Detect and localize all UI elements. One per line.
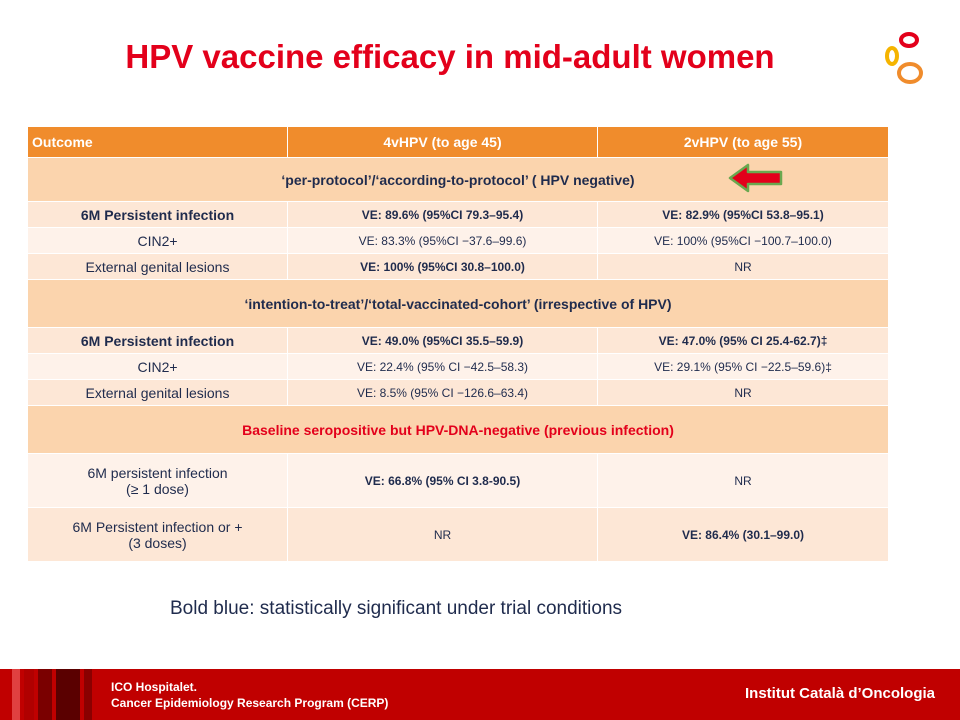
row-4vhpv-value: VE: 8.5% (95% CI −126.6–63.4) [287, 379, 598, 406]
row-2vhpv-value: VE: 82.9% (95%CI 53.8–95.1) [597, 201, 889, 228]
table-row: 6M Persistent infection or + (3 doses) N… [27, 507, 889, 562]
row-outcome: 6M persistent infection [87, 464, 228, 481]
footer-institute: Institut Català d’Oncologia [744, 685, 935, 702]
table-row: 6M Persistent infection VE: 89.6% (95%CI… [27, 201, 889, 228]
row-2vhpv-value: VE: 86.4% (30.1–99.0) [597, 507, 889, 562]
section-title: ‘intention-to-treat’/‘total-vaccinated-c… [27, 279, 889, 328]
efficacy-table: Outcome 4vHPV (to age 45) 2vHPV (to age … [27, 126, 889, 562]
row-4vhpv-value: VE: 66.8% (95% CI 3.8-90.5) [287, 453, 598, 508]
row-outcome-cell: 6M Persistent infection or + (3 doses) [27, 507, 288, 562]
row-4vhpv-value: VE: 22.4% (95% CI −42.5–58.3) [287, 353, 598, 380]
row-4vhpv-value: NR [287, 507, 598, 562]
footer-stripe [12, 669, 20, 720]
table-row: External genital lesions VE: 8.5% (95% C… [27, 379, 889, 406]
footer-stripe [56, 669, 80, 720]
footer-line-1: ICO Hospitalet. [111, 680, 198, 694]
row-outcome: 6M Persistent infection [27, 327, 288, 354]
row-outcome: CIN2+ [27, 227, 288, 254]
row-4vhpv-value: VE: 49.0% (95%CI 35.5–59.9) [287, 327, 598, 354]
row-2vhpv-value: VE: 29.1% (95% CI −22.5–59.6)‡ [597, 353, 889, 380]
table-row: 6M Persistent infection VE: 49.0% (95%CI… [27, 327, 889, 354]
section-intention-to-treat: ‘intention-to-treat’/‘total-vaccinated-c… [27, 279, 889, 328]
row-outcome-sub: (≥ 1 dose) [126, 480, 189, 497]
row-2vhpv-value: VE: 100% (95%CI −100.7–100.0) [597, 227, 889, 254]
row-outcome: 6M Persistent infection or + [72, 518, 243, 535]
row-2vhpv-value: NR [597, 453, 889, 508]
row-2vhpv-value: NR [597, 253, 889, 280]
header-outcome: Outcome [27, 126, 288, 158]
footer-line-2: Cancer Epidemiology Research Program (CE… [111, 696, 389, 710]
row-2vhpv-value: VE: 47.0% (95% CI 25.4-62.7)‡ [597, 327, 889, 354]
table-row: 6M persistent infection (≥ 1 dose) VE: 6… [27, 453, 889, 508]
section-seropositive: Baseline seropositive but HPV-DNA-negati… [27, 405, 889, 454]
header-4vhpv: 4vHPV (to age 45) [287, 126, 598, 158]
footer-org: ICO Hospitalet. Cancer Epidemiology Rese… [111, 679, 388, 711]
slide-title: HPV vaccine efficacy in mid-adult women [125, 38, 775, 75]
table-row: CIN2+ VE: 22.4% (95% CI −42.5–58.3) VE: … [27, 353, 889, 380]
row-4vhpv-value: VE: 89.6% (95%CI 79.3–95.4) [287, 201, 598, 228]
row-2vhpv-value: NR [597, 379, 889, 406]
row-outcome: 6M Persistent infection [27, 201, 288, 228]
row-outcome-cell: 6M persistent infection (≥ 1 dose) [27, 453, 288, 508]
table-row: CIN2+ VE: 83.3% (95%CI −37.6–99.6) VE: 1… [27, 227, 889, 254]
section-title: Baseline seropositive but HPV-DNA-negati… [27, 405, 889, 454]
footer-stripe [84, 669, 92, 720]
row-outcome: CIN2+ [27, 353, 288, 380]
row-outcome: External genital lesions [27, 379, 288, 406]
section-title: ‘per-protocol’/‘according-to-protocol’ (… [281, 171, 635, 188]
left-arrow-icon [728, 163, 783, 193]
header-2vhpv: 2vHPV (to age 55) [597, 126, 889, 158]
row-4vhpv-value: VE: 100% (95%CI 30.8–100.0) [287, 253, 598, 280]
ico-rings-logo [885, 32, 923, 84]
footer-bar: ICO Hospitalet. Cancer Epidemiology Rese… [0, 669, 960, 720]
footer-stripe [38, 669, 52, 720]
footer-stripe [24, 669, 34, 720]
section-per-protocol: ‘per-protocol’/‘according-to-protocol’ (… [27, 157, 889, 202]
table-row: External genital lesions VE: 100% (95%CI… [27, 253, 889, 280]
table-header-row: Outcome 4vHPV (to age 45) 2vHPV (to age … [27, 126, 889, 158]
row-4vhpv-value: VE: 83.3% (95%CI −37.6–99.6) [287, 227, 598, 254]
row-outcome: External genital lesions [27, 253, 288, 280]
legend-note: Bold blue: statistically significant und… [170, 598, 623, 619]
row-outcome-sub: (3 doses) [128, 534, 187, 551]
